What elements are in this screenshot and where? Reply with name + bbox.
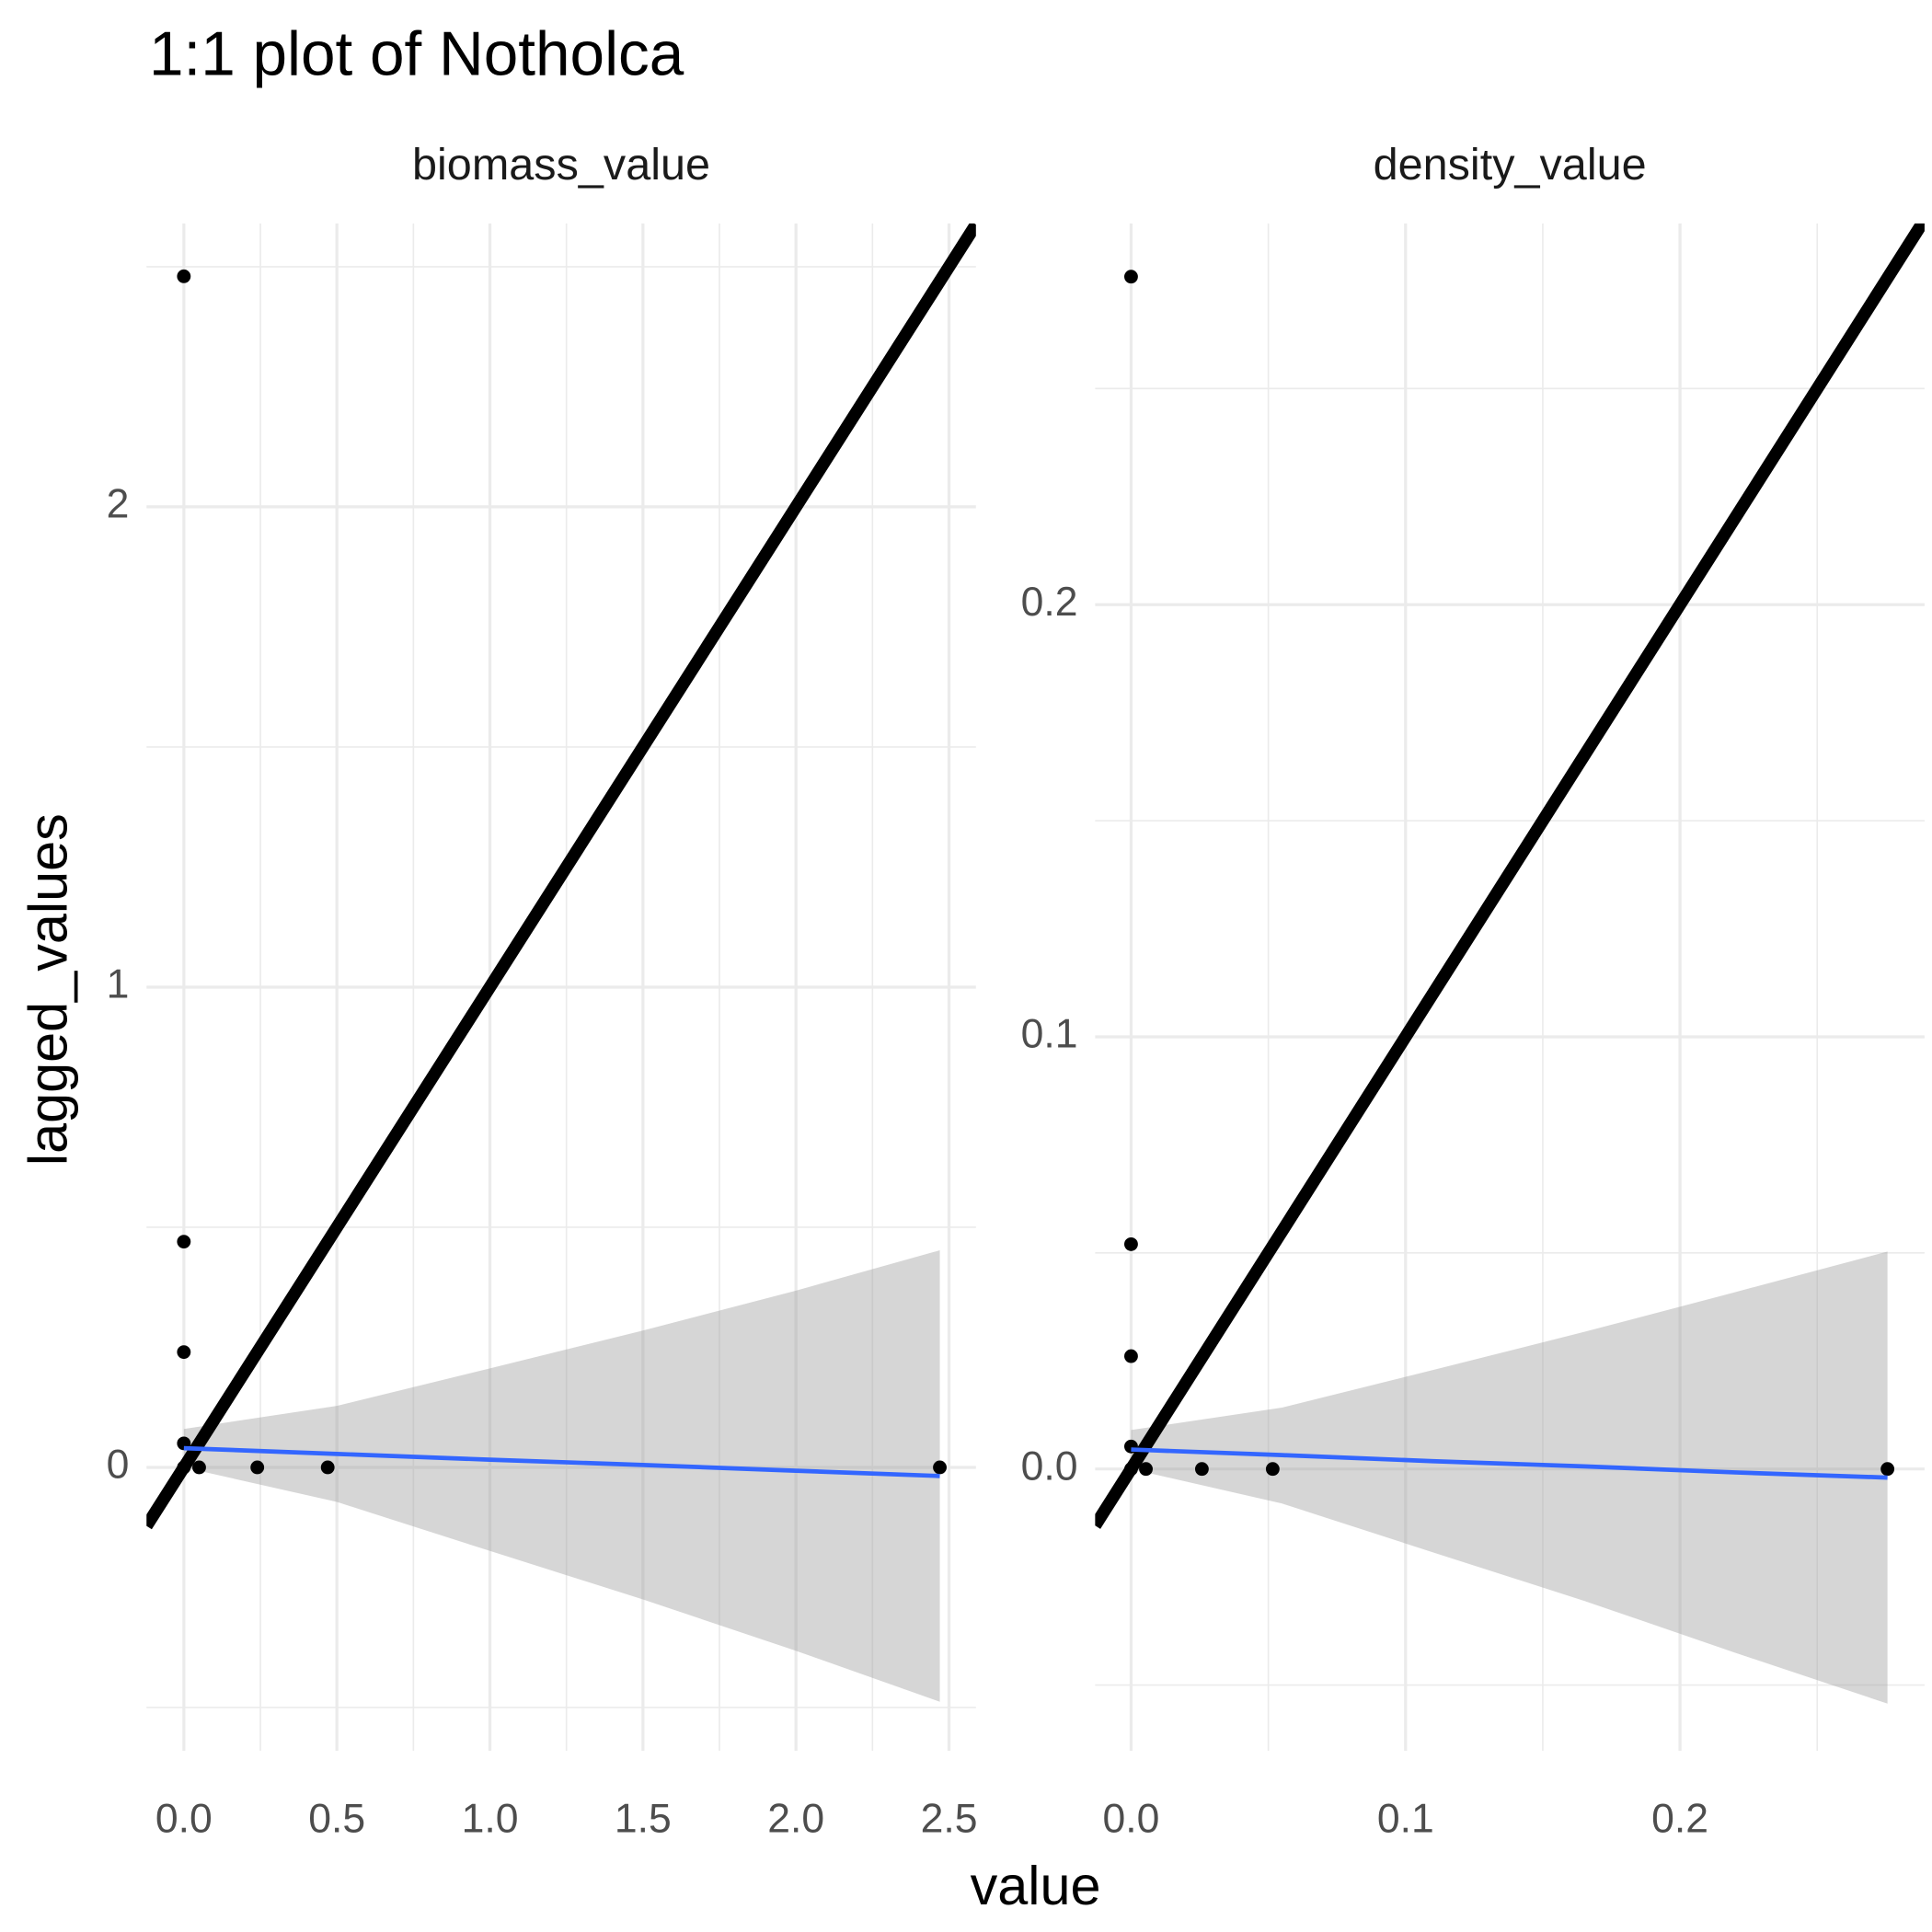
data-point: [1265, 1462, 1280, 1477]
x-tick-label: 0.0: [155, 1797, 213, 1842]
data-point: [1124, 1237, 1138, 1251]
data-point: [177, 1235, 191, 1249]
x-tick-label: 2.0: [767, 1797, 824, 1842]
y-tick-label: 0.2: [1021, 580, 1078, 625]
confidence-band: [183, 1250, 940, 1702]
data-point: [1124, 270, 1138, 284]
y-tick-label: 0.0: [1021, 1443, 1078, 1489]
y-tick-label: 0.1: [1021, 1012, 1078, 1057]
panel-title: density_value: [1374, 140, 1647, 190]
confidence-band: [1131, 1251, 1888, 1704]
data-point: [320, 1460, 335, 1475]
plot-area: [146, 223, 976, 1702]
y-axis-title: lagged_values: [17, 813, 78, 1166]
plot-area: [1095, 223, 1925, 1704]
x-tick-label: 0.5: [308, 1797, 365, 1842]
x-tick-label: 2.5: [921, 1797, 978, 1842]
data-point: [933, 1460, 947, 1475]
x-axis-title: value: [971, 1855, 1101, 1916]
identity-line: [146, 223, 976, 1530]
data-point: [1124, 1349, 1138, 1363]
data-point: [250, 1460, 265, 1475]
x-tick-label: 0.0: [1102, 1797, 1159, 1842]
data-point: [1124, 1462, 1138, 1477]
data-point: [177, 1345, 191, 1360]
x-tick-label: 0.2: [1651, 1797, 1708, 1842]
data-point: [1194, 1462, 1209, 1477]
chart-title: 1:1 plot of Notholca: [149, 19, 684, 88]
y-tick-label: 2: [107, 482, 130, 527]
y-tick-label: 1: [107, 962, 130, 1007]
smooth-line: [1131, 1447, 1888, 1480]
x-tick-label: 1.5: [615, 1797, 672, 1842]
y-tick-label: 0: [107, 1443, 130, 1488]
identity-line: [1095, 223, 1925, 1529]
x-tick-label: 0.1: [1377, 1797, 1434, 1842]
data-point: [177, 1460, 191, 1475]
data-point: [1880, 1462, 1895, 1477]
data-point: [1139, 1462, 1153, 1477]
panel-title: biomass_value: [412, 140, 710, 190]
smooth-line: [183, 1445, 940, 1478]
x-tick-label: 1.0: [462, 1797, 519, 1842]
data-point: [177, 269, 191, 283]
data-point: [192, 1460, 206, 1475]
